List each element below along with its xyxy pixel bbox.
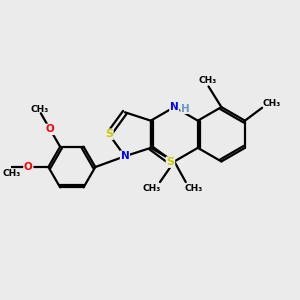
Text: S: S [105,129,113,139]
Text: CH₃: CH₃ [143,184,161,193]
Text: CH₃: CH₃ [30,106,49,115]
Text: O: O [46,124,55,134]
Text: N: N [121,151,129,161]
Text: CH₃: CH₃ [184,184,203,193]
Text: CH₃: CH₃ [199,76,217,85]
Text: CH₃: CH₃ [262,99,281,108]
Text: H: H [181,103,190,113]
Text: S: S [167,157,174,167]
Text: CH₃: CH₃ [2,169,20,178]
Text: O: O [24,162,33,172]
Text: N: N [170,102,179,112]
